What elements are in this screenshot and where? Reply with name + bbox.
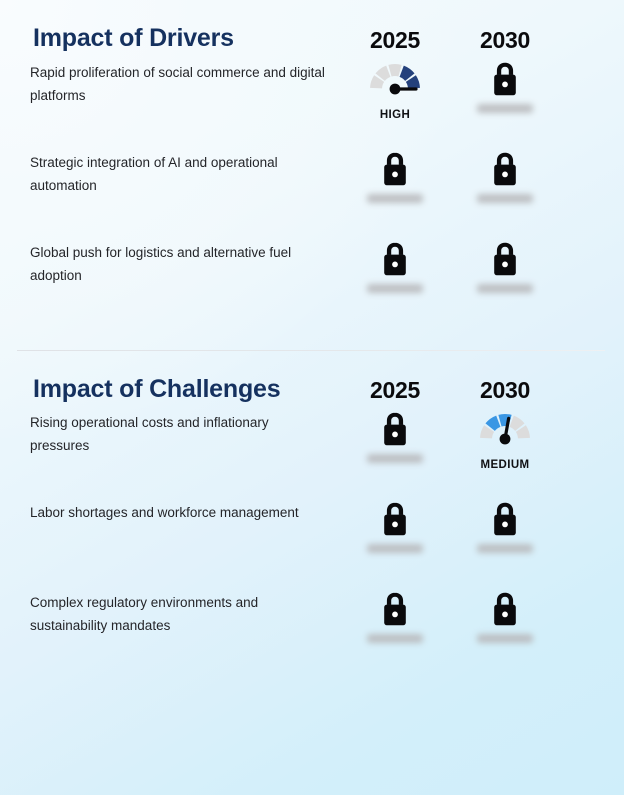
gauge-icon: MEDIUM — [450, 406, 560, 471]
matrix-row: Rising operational costs and inflationar… — [0, 412, 624, 502]
row-label: Rising operational costs and inflationar… — [30, 415, 269, 453]
cell-locked[interactable] — [340, 146, 450, 236]
blurred-value-placeholder — [477, 544, 533, 553]
section-title: Impact of Challenges — [33, 375, 281, 403]
cell-locked[interactable] — [340, 496, 450, 586]
gauge-glyph — [480, 414, 530, 445]
gauge-icon: HIGH — [340, 56, 450, 121]
column-header-year: 2030 — [480, 377, 530, 403]
cell-locked[interactable] — [340, 236, 450, 326]
lock-glyph — [384, 412, 406, 446]
matrix-row: Global push for logistics and alternativ… — [0, 242, 624, 332]
blurred-value-placeholder — [477, 104, 533, 113]
section-divider — [17, 350, 605, 351]
blurred-value-placeholder — [477, 284, 533, 293]
row-label: Strategic integration of AI and operatio… — [30, 155, 278, 193]
lock-glyph — [384, 242, 406, 276]
blurred-value-placeholder — [367, 544, 423, 553]
section-title: Impact of Drivers — [33, 24, 234, 52]
section-header: Impact of Challenges 2025 2030 — [0, 350, 624, 412]
lock-glyph — [384, 152, 406, 186]
section-header: Impact of Drivers 2025 2030 — [0, 0, 624, 62]
cell-gauge[interactable]: HIGH — [340, 56, 450, 146]
lock-glyph — [494, 152, 516, 186]
lock-glyph — [494, 502, 516, 536]
blurred-value-placeholder — [367, 284, 423, 293]
lock-icon — [340, 242, 450, 293]
cell-locked[interactable] — [450, 146, 560, 236]
matrix-row: Rapid proliferation of social commerce a… — [0, 62, 624, 152]
row-label: Global push for logistics and alternativ… — [30, 245, 292, 283]
matrix-row: Complex regulatory environments and sust… — [0, 592, 624, 682]
cell-locked[interactable] — [450, 586, 560, 676]
blurred-value-placeholder — [477, 634, 533, 643]
row-label: Complex regulatory environments and sust… — [30, 595, 259, 633]
gauge-value-label: HIGH — [379, 109, 411, 121]
lock-icon — [450, 502, 560, 553]
lock-icon — [450, 152, 560, 203]
gauge-value-label: MEDIUM — [480, 459, 530, 471]
matrix-row: Labor shortages and workforce management — [0, 502, 624, 592]
lock-glyph — [494, 62, 516, 96]
row-label: Labor shortages and workforce management — [30, 505, 299, 520]
blurred-value-placeholder — [367, 634, 423, 643]
lock-icon — [340, 152, 450, 203]
row-label: Rapid proliferation of social commerce a… — [30, 65, 325, 103]
lock-glyph — [384, 502, 406, 536]
lock-glyph — [494, 242, 516, 276]
lock-icon — [340, 592, 450, 643]
lock-icon — [450, 592, 560, 643]
blurred-value-placeholder — [477, 194, 533, 203]
matrix-row: Strategic integration of AI and operatio… — [0, 152, 624, 242]
lock-glyph — [494, 592, 516, 626]
column-header-year: 2025 — [370, 377, 420, 403]
cell-locked[interactable] — [450, 236, 560, 326]
lock-icon — [340, 412, 450, 463]
column-header-year: 2030 — [480, 27, 530, 53]
impact-section: Impact of Challenges 2025 2030 Rising opera… — [0, 350, 624, 682]
lock-icon — [450, 62, 560, 113]
column-header-year: 2025 — [370, 27, 420, 53]
lock-icon — [450, 242, 560, 293]
cell-locked[interactable] — [450, 56, 560, 146]
impact-section: Impact of Drivers 2025 2030 Rapid prolifera… — [0, 0, 624, 332]
cell-gauge[interactable]: MEDIUM — [450, 406, 560, 496]
blurred-value-placeholder — [367, 454, 423, 463]
cell-locked[interactable] — [450, 496, 560, 586]
lock-icon — [340, 502, 450, 553]
cell-locked[interactable] — [340, 586, 450, 676]
cell-locked[interactable] — [340, 406, 450, 496]
blurred-value-placeholder — [367, 194, 423, 203]
lock-glyph — [384, 592, 406, 626]
gauge-glyph — [370, 64, 420, 95]
